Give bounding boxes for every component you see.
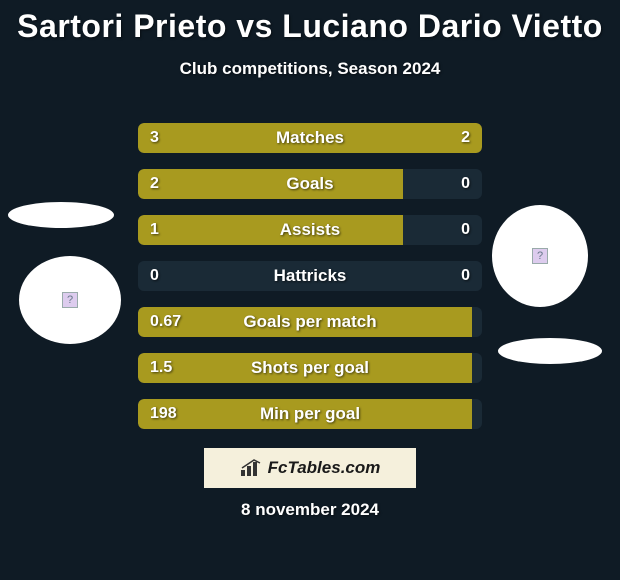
subtitle: Club competitions, Season 2024 <box>0 59 620 79</box>
stat-label: Hattricks <box>138 261 482 291</box>
stat-label: Shots per goal <box>138 353 482 383</box>
stat-value-left: 3 <box>150 123 159 153</box>
stat-row: Shots per goal1.5 <box>138 353 482 383</box>
stat-row: Min per goal198 <box>138 399 482 429</box>
stat-value-left: 1 <box>150 215 159 245</box>
date-label: 8 november 2024 <box>0 500 620 520</box>
image-placeholder-icon: ? <box>532 248 548 264</box>
stat-value-left: 0 <box>150 261 159 291</box>
stat-row: Hattricks0 0 <box>138 261 482 291</box>
fctables-logo: FcTables.com <box>204 448 416 488</box>
logo-text: FcTables.com <box>268 458 381 478</box>
stat-label: Matches <box>138 123 482 153</box>
stats-bars: Matches32Goals20Assists10Hattricks00Goal… <box>138 123 482 445</box>
stat-value-left: 0.67 <box>150 307 181 337</box>
image-placeholder-icon: ? <box>62 292 78 308</box>
stat-value-right: 0 <box>461 169 470 199</box>
avatar-circle: ? <box>19 256 121 344</box>
avatar-circle: ? <box>492 205 588 307</box>
chart-icon <box>240 459 262 477</box>
ellipse-decor <box>498 338 602 364</box>
stat-value-right: 0 <box>461 215 470 245</box>
ellipse-decor <box>8 202 114 228</box>
page-title: Sartori Prieto vs Luciano Dario Vietto <box>0 0 620 45</box>
stat-label: Goals <box>138 169 482 199</box>
stat-value-left: 2 <box>150 169 159 199</box>
stat-row: Matches3 2 <box>138 123 482 153</box>
stat-label: Assists <box>138 215 482 245</box>
stat-value-right: 0 <box>461 261 470 291</box>
stat-row: Goals2 0 <box>138 169 482 199</box>
stat-row: Goals per match0.67 <box>138 307 482 337</box>
stat-value-left: 198 <box>150 399 177 429</box>
stat-value-left: 1.5 <box>150 353 172 383</box>
stat-row: Assists1 0 <box>138 215 482 245</box>
stat-value-right: 2 <box>461 123 470 153</box>
stat-label: Goals per match <box>138 307 482 337</box>
stat-label: Min per goal <box>138 399 482 429</box>
